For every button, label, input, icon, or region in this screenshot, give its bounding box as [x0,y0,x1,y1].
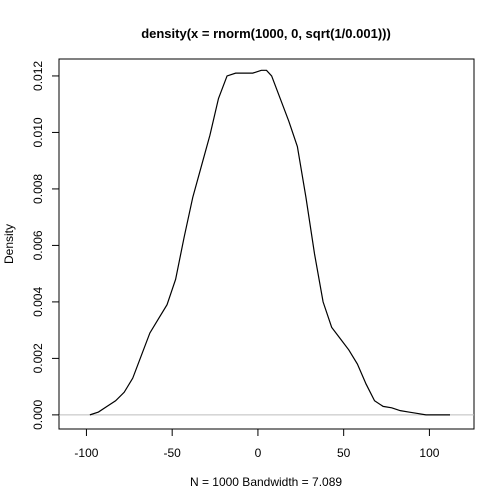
y-tick-label: 0.008 [31,174,45,204]
y-axis: 0.000 0.002 0.004 0.006 0.008 0.010 0.012 [31,61,60,430]
x-tick-label: -100 [74,446,98,460]
chart-title: density(x = rnorm(1000, 0, sqrt(1/0.001)… [141,26,391,41]
x-axis-label: N = 1000 Bandwidth = 7.089 [190,475,342,489]
x-tick-label: -50 [164,446,182,460]
y-tick-label: 0.006 [31,230,45,260]
x-tick-label: 100 [419,446,439,460]
y-tick-label: 0.012 [31,61,45,91]
y-tick-label: 0.002 [31,343,45,373]
plot-box [58,58,475,430]
y-axis-label: Density [2,224,16,264]
density-curve [89,69,450,416]
x-tick-label: 50 [337,446,351,460]
y-tick-label: 0.004 [31,287,45,317]
x-tick-label: 0 [255,446,262,460]
y-tick-label: 0.000 [31,400,45,430]
x-axis: -100 -50 0 50 100 [74,428,440,460]
y-tick-label: 0.010 [31,117,45,147]
